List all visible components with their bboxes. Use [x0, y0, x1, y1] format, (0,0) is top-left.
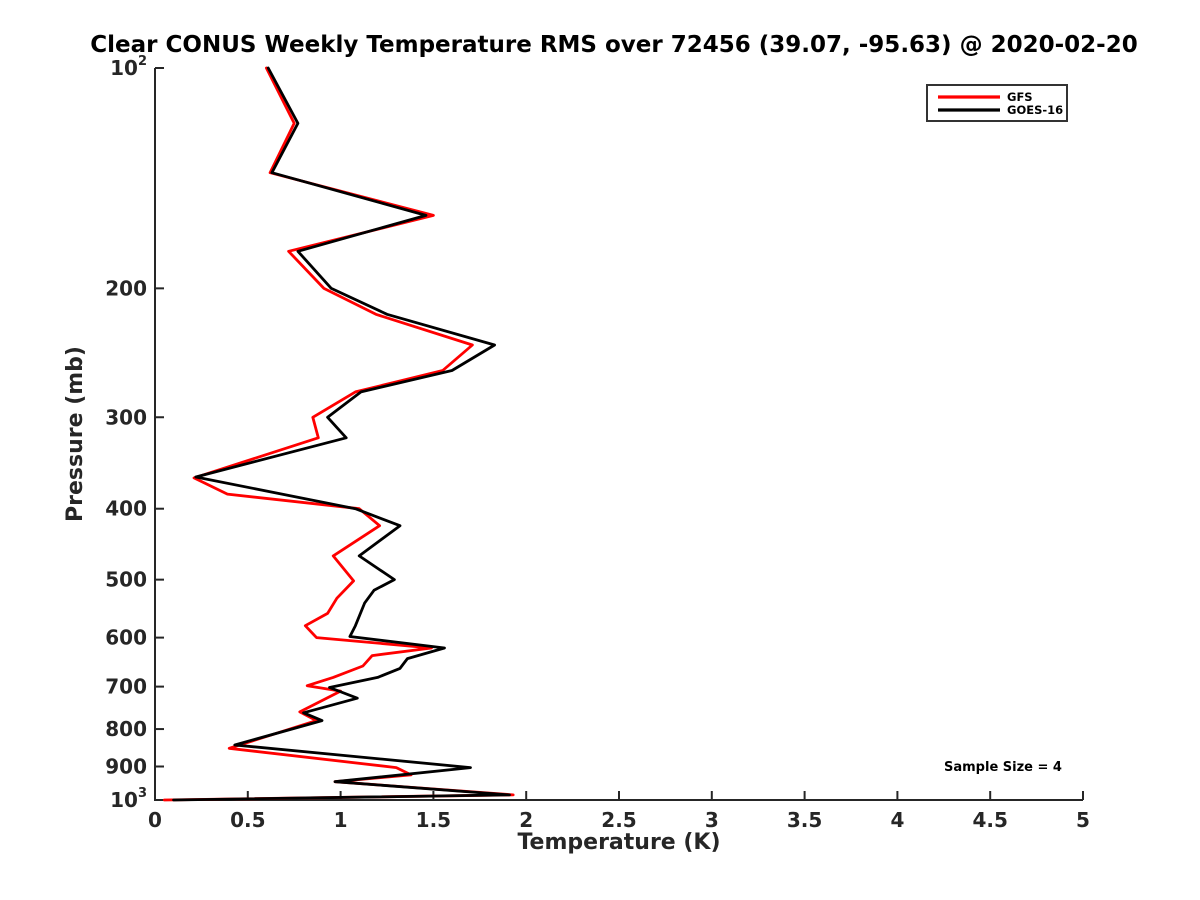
x-tick-label: 2 [519, 808, 533, 832]
sample-size-annotation: Sample Size = 4 [944, 760, 1062, 775]
y-tick-label: 900 [105, 755, 147, 779]
legend-label-gfs: GFS [1007, 90, 1033, 104]
y-tick-label: 700 [105, 675, 147, 699]
legend-label-goes16: GOES-16 [1007, 103, 1063, 117]
y-tick-label: 400 [105, 497, 147, 521]
x-axis-label: Temperature (K) [517, 830, 720, 855]
legend-box [926, 84, 1068, 122]
legend: GFS GOES-16 [926, 84, 1068, 122]
x-tick-label: 1.5 [416, 808, 451, 832]
y-tick-label: 800 [105, 717, 147, 741]
series-lines [162, 66, 515, 802]
x-tick-label: 3.5 [787, 808, 822, 832]
y-tick-label: 500 [105, 568, 147, 592]
x-tick-label: 4.5 [972, 808, 1007, 832]
x-tick-label: 3 [705, 808, 719, 832]
y-tick-label: 103 [110, 786, 147, 812]
x-tick-label: 0.5 [230, 808, 265, 832]
y-tick-label: 102 [110, 54, 147, 80]
axes: 0 0.5 1 1.5 2 2.5 3 3.5 4 4.5 5 102 200 300 400 500 600 7… [105, 54, 1090, 832]
y-tick-label: 300 [105, 405, 147, 429]
x-tick-label: 1 [334, 808, 348, 832]
y-tick-label: 200 [105, 276, 147, 300]
y-tick-label: 600 [105, 626, 147, 650]
x-tick-label: 4 [890, 808, 904, 832]
y-axis-label: Pressure (mb) [63, 346, 88, 522]
chart-title: Clear CONUS Weekly Temperature RMS over … [90, 32, 1137, 58]
x-tick-label: 2.5 [601, 808, 636, 832]
series-line-goes-16 [172, 66, 511, 802]
x-tick-label: 0 [148, 808, 162, 832]
x-tick-label: 5 [1076, 808, 1090, 832]
